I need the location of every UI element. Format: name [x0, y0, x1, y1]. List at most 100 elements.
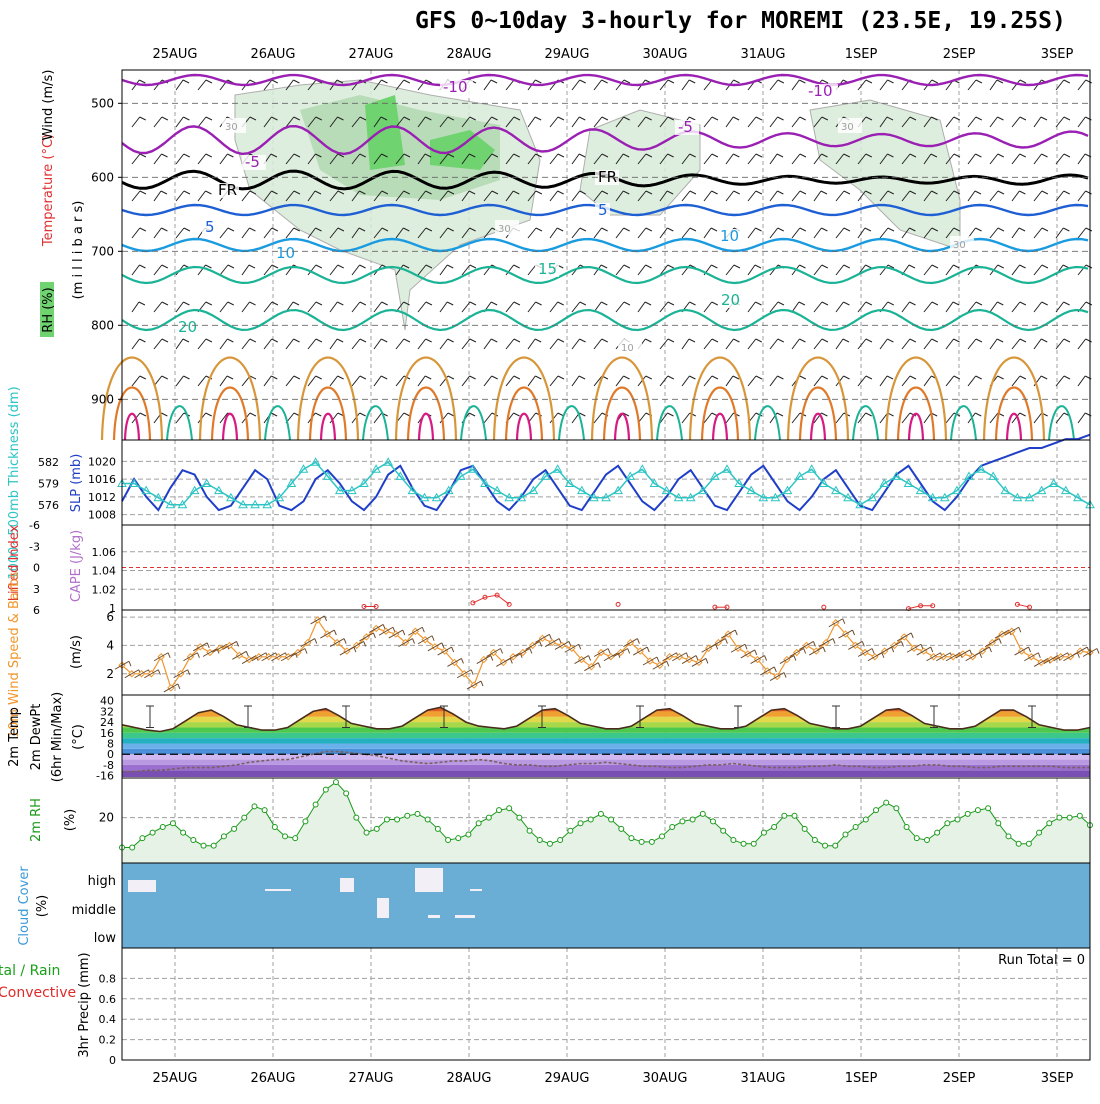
rh-marker: [893, 805, 900, 812]
upper-wind-barb: [967, 301, 983, 313]
thickness-marker: [685, 492, 696, 502]
rh-marker: [231, 825, 238, 832]
surface-contour-darkorange: [602, 386, 642, 441]
wind-barb: [808, 646, 826, 656]
thickness-marker: [1060, 485, 1071, 495]
upper-wind-barb: [241, 227, 256, 239]
upper-wind-barb: [197, 190, 212, 202]
temp-color-band: [122, 698, 1090, 706]
upper-wind-barb: [879, 153, 894, 165]
wind-barb: [535, 633, 552, 643]
wind-barb: [359, 632, 376, 642]
upper-wind-barb: [153, 227, 168, 239]
upper-wind-barb: [967, 338, 983, 350]
thickness-marker: [201, 478, 212, 487]
rh-marker: [669, 823, 676, 830]
cloud-block: [265, 889, 291, 891]
upper-wind-barb: [791, 412, 807, 424]
upper-wind-barb: [725, 190, 740, 202]
upper-wind-barb: [703, 375, 719, 387]
upper-wind-barb: [351, 264, 366, 276]
upper-wind-barb: [131, 153, 147, 165]
temp2m-label-3: (6hr Min/Max): [50, 692, 65, 782]
rh-marker: [159, 823, 166, 830]
upper-wind-barb: [1055, 227, 1070, 239]
upper-wind-barb: [197, 338, 213, 350]
wind-barb: [799, 640, 816, 650]
rh-marker: [638, 838, 645, 845]
surface-contour-darkorange: [798, 386, 838, 441]
rh-marker: [608, 816, 615, 823]
wind-barb: [720, 629, 738, 639]
li-marker: [615, 601, 621, 607]
thickness-marker: [250, 499, 260, 509]
upper-wind-barb: [703, 153, 719, 165]
rh-marker: [1025, 840, 1032, 847]
slp-tick-label: 1020: [88, 455, 116, 468]
thickness-marker: [552, 464, 563, 473]
rh-marker: [954, 816, 961, 823]
cloud-block: [128, 880, 156, 892]
upper-wind-barb: [329, 338, 344, 350]
dewpoint-line: [122, 750, 1090, 773]
li-line: [472, 594, 510, 605]
upper-wind-barb: [175, 190, 191, 202]
precip-tick-label: 0.2: [99, 1034, 117, 1047]
upper-wind-barb: [1055, 190, 1070, 202]
upper-wind-barb: [351, 190, 366, 202]
upper-wind-barb: [791, 79, 806, 91]
temp2m-units-label: (°C): [71, 724, 86, 750]
rh-marker: [536, 837, 543, 844]
surface-contour-orange: [296, 356, 360, 441]
upper-wind-barb: [725, 116, 740, 128]
contour-label-bg: [222, 118, 246, 133]
upper-wind-barb: [769, 338, 785, 350]
wind-barb: [476, 655, 494, 665]
rh-marker: [292, 835, 299, 842]
date-label-top: 2SEP: [943, 47, 976, 62]
cape-tick-label: 1.06: [92, 546, 117, 559]
upper-wind-barb: [549, 375, 565, 387]
temp-color-band: [122, 711, 1090, 717]
rh-marker: [394, 816, 401, 823]
wind-barb: [153, 652, 171, 662]
rh-marker: [873, 807, 880, 814]
rh-shading-high: [430, 130, 495, 170]
upper-wind-barb: [197, 79, 213, 91]
rh-marker: [842, 831, 849, 838]
upper-wind-barb: [1055, 79, 1071, 91]
upper-wind-barb: [527, 153, 542, 165]
upper-wind-barb: [329, 116, 344, 128]
rh-marker: [220, 833, 227, 840]
rh-marker: [567, 827, 574, 834]
wind-barb: [544, 638, 562, 648]
upper-wind-barb: [373, 301, 388, 313]
upper-wind-barb: [175, 338, 190, 350]
upper-wind-barb: [813, 153, 828, 165]
upper-wind-barb: [417, 153, 432, 165]
thickness-marker: [939, 492, 950, 502]
upper-wind-barb: [175, 153, 190, 165]
thickness-marker: [286, 478, 297, 487]
li-tick-label: -6: [29, 519, 40, 532]
wind-barb: [163, 683, 181, 693]
upper-wind-barb: [131, 375, 147, 387]
thickness-marker: [347, 485, 357, 495]
contour-label-bg: [717, 229, 741, 244]
rh-marker: [302, 818, 309, 825]
surface-contour-orange: [394, 356, 458, 441]
upper-wind-barb: [1033, 116, 1048, 128]
contour-label: 10: [720, 227, 739, 245]
upper-wind-barb: [1033, 301, 1048, 313]
rh-marker: [373, 825, 380, 832]
rh-shading: [809, 99, 961, 251]
temp2m-label-1: 2m Temp: [7, 707, 22, 767]
upper-wind-barb: [615, 301, 631, 313]
thickness-marker: [831, 485, 841, 495]
upper-wind-barb: [681, 338, 696, 350]
wind10m-units-label: (m/s): [69, 635, 84, 669]
rh-marker: [546, 840, 553, 847]
date-label-top: 28AUG: [446, 47, 491, 62]
wind-barb: [975, 646, 992, 656]
rh-marker: [516, 814, 523, 821]
